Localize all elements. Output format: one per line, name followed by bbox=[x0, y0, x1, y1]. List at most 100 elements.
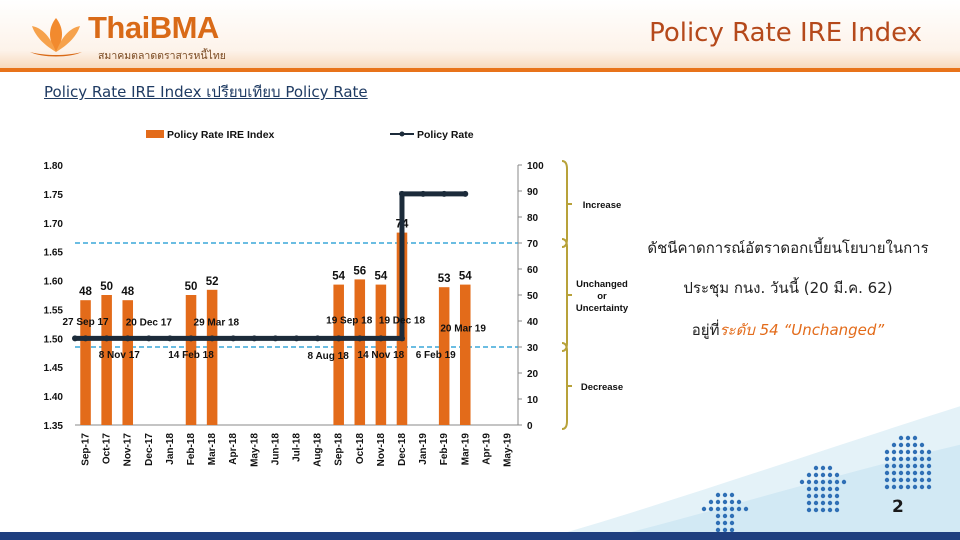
decorative-dot bbox=[905, 456, 911, 462]
ire-bar bbox=[80, 300, 91, 425]
decorative-dot bbox=[898, 449, 904, 455]
decorative-dot bbox=[898, 456, 904, 462]
header-band bbox=[0, 0, 960, 72]
ire-bar bbox=[354, 279, 366, 425]
policy-rate-point bbox=[462, 190, 469, 197]
right-axis-tick: 10 bbox=[527, 395, 539, 406]
lotus-logo-icon bbox=[30, 18, 82, 57]
decorative-dot bbox=[813, 479, 819, 485]
decorative-dot bbox=[905, 463, 911, 469]
decorative-dot bbox=[926, 463, 932, 469]
side-note-line-1: ดัชนีคาดการณ์อัตราดอกเบี้ยนโยบายในการ bbox=[647, 239, 929, 257]
decorative-dot bbox=[820, 472, 826, 478]
ire-bar-label: 54 bbox=[459, 271, 472, 283]
decorative-dot bbox=[926, 484, 932, 490]
decorative-dot bbox=[898, 435, 904, 441]
decorative-dot bbox=[813, 493, 819, 499]
decorative-dot bbox=[729, 506, 735, 512]
x-axis-tick: Apr-18 bbox=[228, 433, 239, 465]
decorative-dot bbox=[820, 507, 826, 513]
decorative-dot bbox=[834, 507, 840, 513]
left-axis-tick: 1.80 bbox=[44, 161, 64, 172]
decorative-dot bbox=[884, 477, 890, 483]
decorative-dot bbox=[722, 520, 728, 526]
decorative-dot bbox=[820, 500, 826, 506]
x-axis-tick: Nov-18 bbox=[376, 433, 387, 467]
decorative-dot bbox=[827, 486, 833, 492]
decorative-dot bbox=[820, 493, 826, 499]
policy-rate-point bbox=[356, 335, 363, 342]
ire-bar bbox=[185, 295, 197, 425]
left-axis-tick: 1.40 bbox=[44, 392, 64, 403]
zone-label: Increase bbox=[583, 200, 622, 211]
policy-rate-point bbox=[166, 335, 173, 342]
decorative-dot bbox=[912, 470, 918, 476]
decorative-dot bbox=[905, 449, 911, 455]
decorative-dot bbox=[715, 527, 721, 533]
decorative-dot bbox=[891, 470, 897, 476]
decorative-dot bbox=[891, 477, 897, 483]
decorative-dot bbox=[722, 492, 728, 498]
policy-rate-point bbox=[230, 335, 237, 342]
decorative-dot bbox=[898, 477, 904, 483]
decorative-dot bbox=[806, 479, 812, 485]
decorative-dot bbox=[708, 499, 714, 505]
legend-marker-policy bbox=[399, 131, 405, 137]
policy-rate-point bbox=[314, 335, 321, 342]
side-note-line-2: ประชุม กนง. วันนี้ (20 มี.ค. 62) bbox=[683, 279, 893, 297]
decorative-dot bbox=[912, 463, 918, 469]
decorative-dot bbox=[813, 472, 819, 478]
decorative-dot bbox=[736, 506, 742, 512]
ire-bar bbox=[333, 284, 344, 425]
ire-bar-label: 54 bbox=[332, 271, 345, 283]
right-axis-tick: 60 bbox=[527, 265, 539, 276]
ire-bar bbox=[206, 289, 218, 425]
policy-rate-point bbox=[188, 335, 195, 342]
x-axis-tick: Sep-17 bbox=[81, 433, 92, 466]
right-axis-tick: 50 bbox=[527, 291, 539, 302]
footer-bar bbox=[0, 532, 960, 540]
policy-rate-point bbox=[251, 335, 258, 342]
right-axis-tick: 80 bbox=[527, 213, 539, 224]
decorative-dot bbox=[891, 484, 897, 490]
decorative-dot bbox=[827, 472, 833, 478]
policy-rate-point bbox=[209, 335, 216, 342]
decorative-dot bbox=[708, 506, 714, 512]
x-axis-tick: Feb-19 bbox=[439, 433, 450, 466]
decorative-dot bbox=[715, 520, 721, 526]
right-axis-tick: 30 bbox=[527, 343, 539, 354]
decorative-dot bbox=[827, 493, 833, 499]
decorative-dot bbox=[834, 500, 840, 506]
decorative-dot bbox=[884, 456, 890, 462]
ire-bar-label: 50 bbox=[185, 281, 198, 293]
decorative-dot bbox=[898, 470, 904, 476]
policy-rate-point bbox=[441, 190, 448, 197]
decorative-dot bbox=[891, 456, 897, 462]
left-axis-tick: 1.70 bbox=[44, 219, 64, 230]
left-axis-tick: 1.55 bbox=[44, 305, 64, 316]
left-axis-tick: 1.60 bbox=[44, 277, 64, 288]
decorative-dot bbox=[926, 470, 932, 476]
legend-label-ire: Policy Rate IRE Index bbox=[167, 129, 275, 141]
thaibma-logo: ThaiBMA สมาคมตลาดตราสารหนี้ไทย bbox=[26, 10, 266, 62]
decorative-dot bbox=[743, 506, 749, 512]
x-axis-tick: Oct-17 bbox=[102, 433, 113, 465]
policy-meeting-annotation: 14 Nov 18 bbox=[358, 350, 405, 361]
decorative-dot bbox=[806, 493, 812, 499]
decorative-dot bbox=[919, 484, 925, 490]
policy-rate-point bbox=[145, 335, 152, 342]
zone-bracket bbox=[561, 160, 568, 248]
side-note-line-3: อยู่ที่ระดับ 54 “Unchanged” bbox=[618, 318, 958, 342]
decorative-dot bbox=[806, 486, 812, 492]
x-axis-tick: Oct-18 bbox=[355, 433, 366, 465]
policy-rate-point bbox=[103, 335, 110, 342]
policy-meeting-annotation: 19 Sep 18 bbox=[326, 315, 373, 326]
header-rule bbox=[0, 68, 960, 72]
right-axis-tick: 90 bbox=[527, 187, 539, 198]
policy-meeting-annotation: 19 Dec 18 bbox=[379, 315, 426, 326]
x-axis-tick: Nov-17 bbox=[123, 433, 134, 467]
ire-bar bbox=[459, 284, 471, 425]
decorative-dot bbox=[905, 470, 911, 476]
policy-meeting-annotation: 14 Feb 18 bbox=[168, 350, 214, 361]
decorative-dot bbox=[841, 479, 847, 485]
